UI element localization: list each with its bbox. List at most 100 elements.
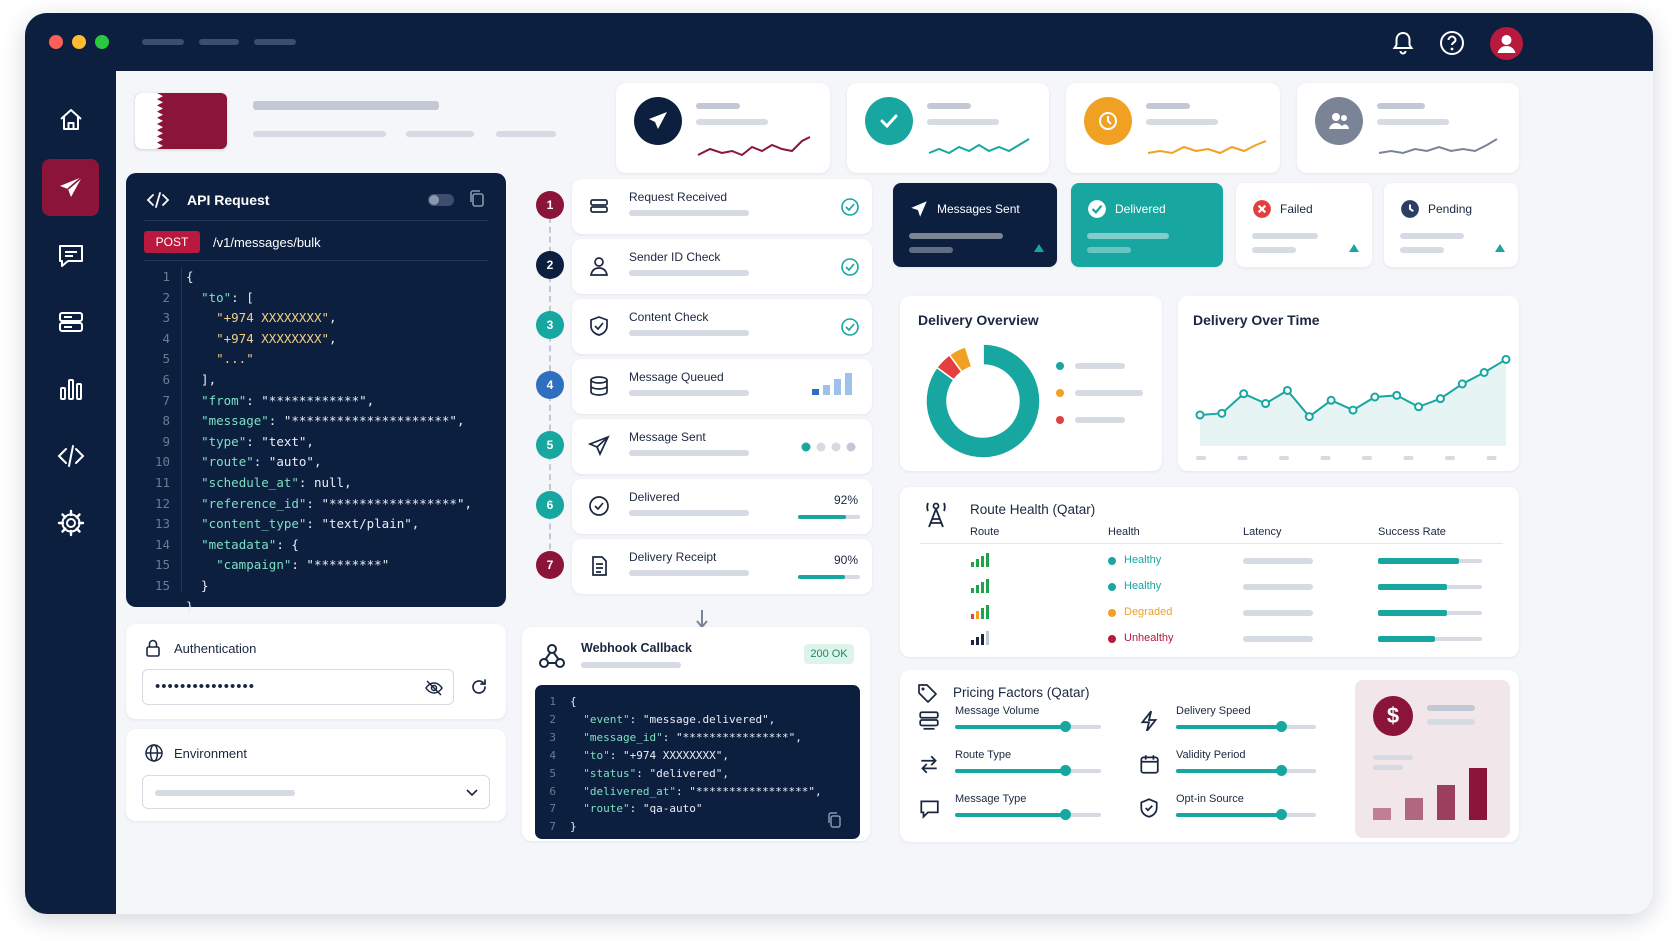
webhook-title: Webhook Callback [581,641,692,655]
slider-handle[interactable] [1276,721,1287,732]
trend-up-icon [1200,244,1210,252]
bell-icon[interactable] [1387,27,1419,59]
pricing-factor[interactable]: Message Volume [900,705,1340,745]
kpi-label-placeholder [927,103,971,109]
toggle-switch[interactable] [428,194,454,206]
line-chart-point[interactable] [1501,354,1511,364]
line-chart-point[interactable] [1217,408,1227,418]
line-chart-point[interactable] [1479,368,1489,377]
line-chart-point[interactable] [1457,379,1467,389]
copy-icon[interactable] [468,189,486,209]
signal-bars-icon [812,373,852,395]
delivery-overview-card: Delivery Overview [900,296,1162,471]
sidebar-item-servers[interactable] [42,293,99,350]
environment-select[interactable] [142,775,490,809]
subtitle-placeholder [406,131,474,137]
line-chart-point[interactable] [1195,410,1205,420]
pricing-factor[interactable]: Validity Period [900,749,1340,789]
line-chart-point[interactable] [1261,399,1271,409]
sidebar-item-messages[interactable] [42,226,99,283]
minimize-window-button[interactable] [72,35,86,49]
donut-slice[interactable] [964,343,984,368]
step-detail-placeholder [629,210,749,216]
table-row[interactable]: Healthy [900,576,1519,598]
table-row[interactable]: Degraded [900,602,1519,624]
table-row[interactable]: Unhealthy [900,628,1519,650]
kpi-card-delivered[interactable] [847,83,1049,173]
slider-fill [955,769,1065,773]
status-tile[interactable]: Messages Sent [893,183,1057,267]
slider-track [955,765,1101,776]
line-chart-point[interactable] [1414,402,1424,412]
lightning-icon [1140,710,1158,731]
environment-card: Environment [126,729,506,821]
kpi-card-sent[interactable] [616,83,830,173]
status-tile[interactable]: Delivered [1071,183,1223,267]
maximize-window-button[interactable] [95,35,109,49]
webhook-json-body[interactable]: { "event": "message.delivered", "message… [570,693,822,836]
line-chart-point[interactable] [1370,392,1380,402]
eye-off-icon[interactable] [425,679,443,697]
line-chart-point[interactable] [1239,389,1249,399]
line-chart-point[interactable] [1435,394,1445,404]
sidebar-item-developer[interactable] [42,427,99,484]
pipeline-step[interactable]: Delivery Receipt 90% [572,539,872,594]
legend-dot [1056,389,1064,397]
slider-handle[interactable] [1059,721,1071,732]
api-key-input[interactable]: •••••••••••••••• [142,669,454,705]
slider-handle[interactable] [1059,809,1071,820]
line-number: 11 [154,474,170,490]
step-label: Sender ID Check [629,250,721,264]
slider-handle[interactable] [1276,809,1287,820]
status-tile[interactable]: Failed [1236,183,1372,267]
code-line: "event": "message.delivered", [583,712,776,726]
api-request-title: API Request [187,192,270,208]
refresh-icon[interactable] [469,677,489,697]
table-row[interactable]: Healthy [900,550,1519,572]
step-number: 4 [536,371,564,399]
slider-handle[interactable] [1276,765,1287,776]
pricing-factor[interactable]: Delivery Speed [900,705,1340,745]
pipeline-step[interactable]: Message Queued [572,359,872,414]
subtitle-placeholder [253,131,386,137]
sidebar-item-settings[interactable] [42,494,99,551]
line-chart-point[interactable] [1326,395,1336,405]
kpi-label-placeholder [1146,103,1190,109]
kpi-card-users[interactable] [1297,83,1519,173]
endpoint-path: /v1/messages/bulk [213,235,321,250]
kpi-label-placeholder [1377,103,1425,109]
close-window-button[interactable] [49,35,63,49]
slider-fill [1176,769,1281,773]
pipeline-step[interactable]: Sender ID Check [572,239,872,294]
line-chart-point[interactable] [1304,412,1314,422]
pipeline-step[interactable]: Content Check [572,299,872,354]
pipeline-step[interactable]: Message Sent [572,419,872,474]
pricing-factor[interactable]: Opt-in Source [900,793,1340,833]
signal-bars-icon [971,553,989,567]
donut-slice[interactable] [925,343,1041,459]
pricing-factor[interactable]: Message Type [900,793,1340,833]
line-chart-point[interactable] [1348,405,1358,415]
avatar[interactable] [1490,27,1523,60]
kpi-card-pending[interactable] [1066,83,1280,173]
line-number: 5 [162,351,170,367]
pricing-factor[interactable]: Route Type [900,749,1340,789]
status-tile[interactable]: Pending [1384,183,1518,267]
sidebar-item-home[interactable] [42,91,99,148]
sidebar-item-analytics[interactable] [42,360,99,417]
line-chart-point[interactable] [1282,385,1292,395]
help-icon[interactable] [1436,27,1468,59]
signal-bars-icon [971,605,989,619]
copy-icon[interactable] [827,811,843,829]
slider-handle[interactable] [1059,765,1071,776]
sidebar [25,71,116,914]
step-label: Content Check [629,310,709,324]
pipeline-step[interactable]: Delivered 92% [572,479,872,534]
sidebar-item-send[interactable] [42,159,99,216]
pricing-factor-label: Opt-in Source [1176,793,1244,805]
calendar-icon [1140,755,1159,774]
pipeline-step[interactable]: Request Received [572,179,872,234]
request-json-body[interactable]: { "to": [ "+974 XXXXXXXX", "+974 XXXXXXX… [186,267,472,617]
legend-placeholder [1075,363,1125,369]
line-chart-point[interactable] [1392,390,1402,400]
